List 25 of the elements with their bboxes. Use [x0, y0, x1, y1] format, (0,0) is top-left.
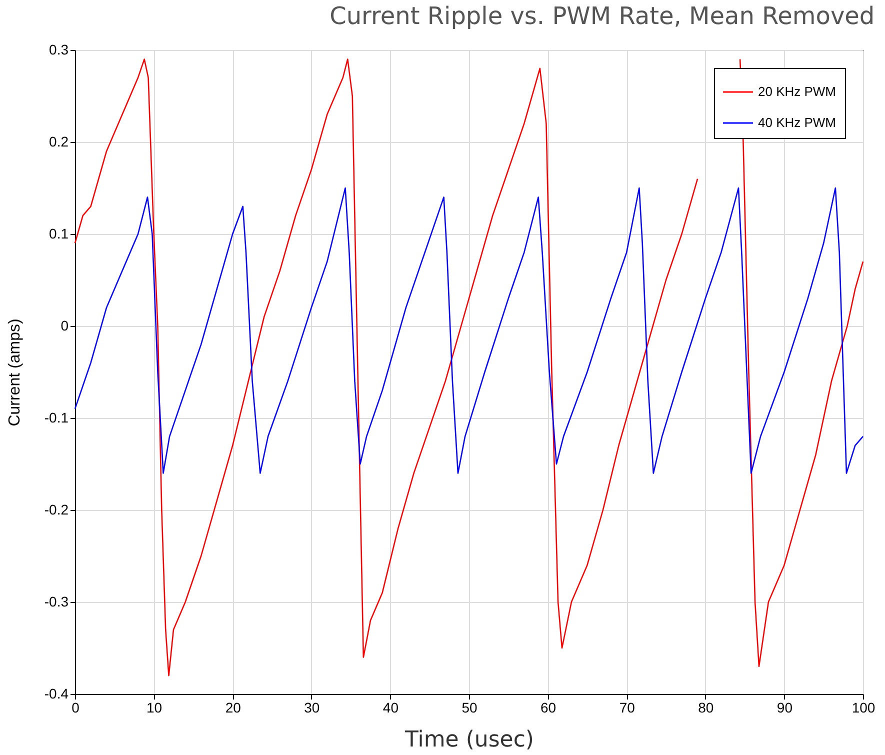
x-tick-label: 90 — [776, 700, 793, 716]
y-tick-label: -0.2 — [44, 502, 69, 518]
y-tick-label: 0.3 — [49, 42, 69, 58]
x-tick-label: 70 — [619, 700, 636, 716]
y-tick-label: 0.1 — [49, 226, 69, 242]
y-tick-label: -0.3 — [44, 594, 69, 610]
x-tick-label: 20 — [225, 700, 242, 716]
x-tick-label: 100 — [852, 700, 876, 716]
x-tick-label: 10 — [146, 700, 162, 716]
x-tick-label: 30 — [304, 700, 320, 716]
y-tick-label: 0 — [60, 318, 69, 334]
x-tick-label: 60 — [540, 700, 556, 716]
x-axis-title: Time (usec) — [404, 728, 534, 752]
legend-label: 40 KHz PWM — [758, 115, 836, 130]
line-series — [74, 187, 864, 474]
chart-title: Current Ripple vs. PWM Rate, Mean Removed — [330, 2, 875, 30]
legend-label: 20 KHz PWM — [758, 84, 836, 99]
y-tick-label: 0.2 — [49, 134, 69, 150]
x-tick-label: 0 — [72, 700, 80, 716]
y-axis-title: Current (amps) — [6, 318, 24, 426]
x-tick-label: 40 — [382, 700, 399, 716]
y-tick-label: -0.4 — [44, 686, 69, 702]
x-tick-label: 80 — [698, 700, 714, 716]
y-tick-label: -0.1 — [44, 410, 69, 426]
x-tick-label: 50 — [462, 700, 478, 716]
